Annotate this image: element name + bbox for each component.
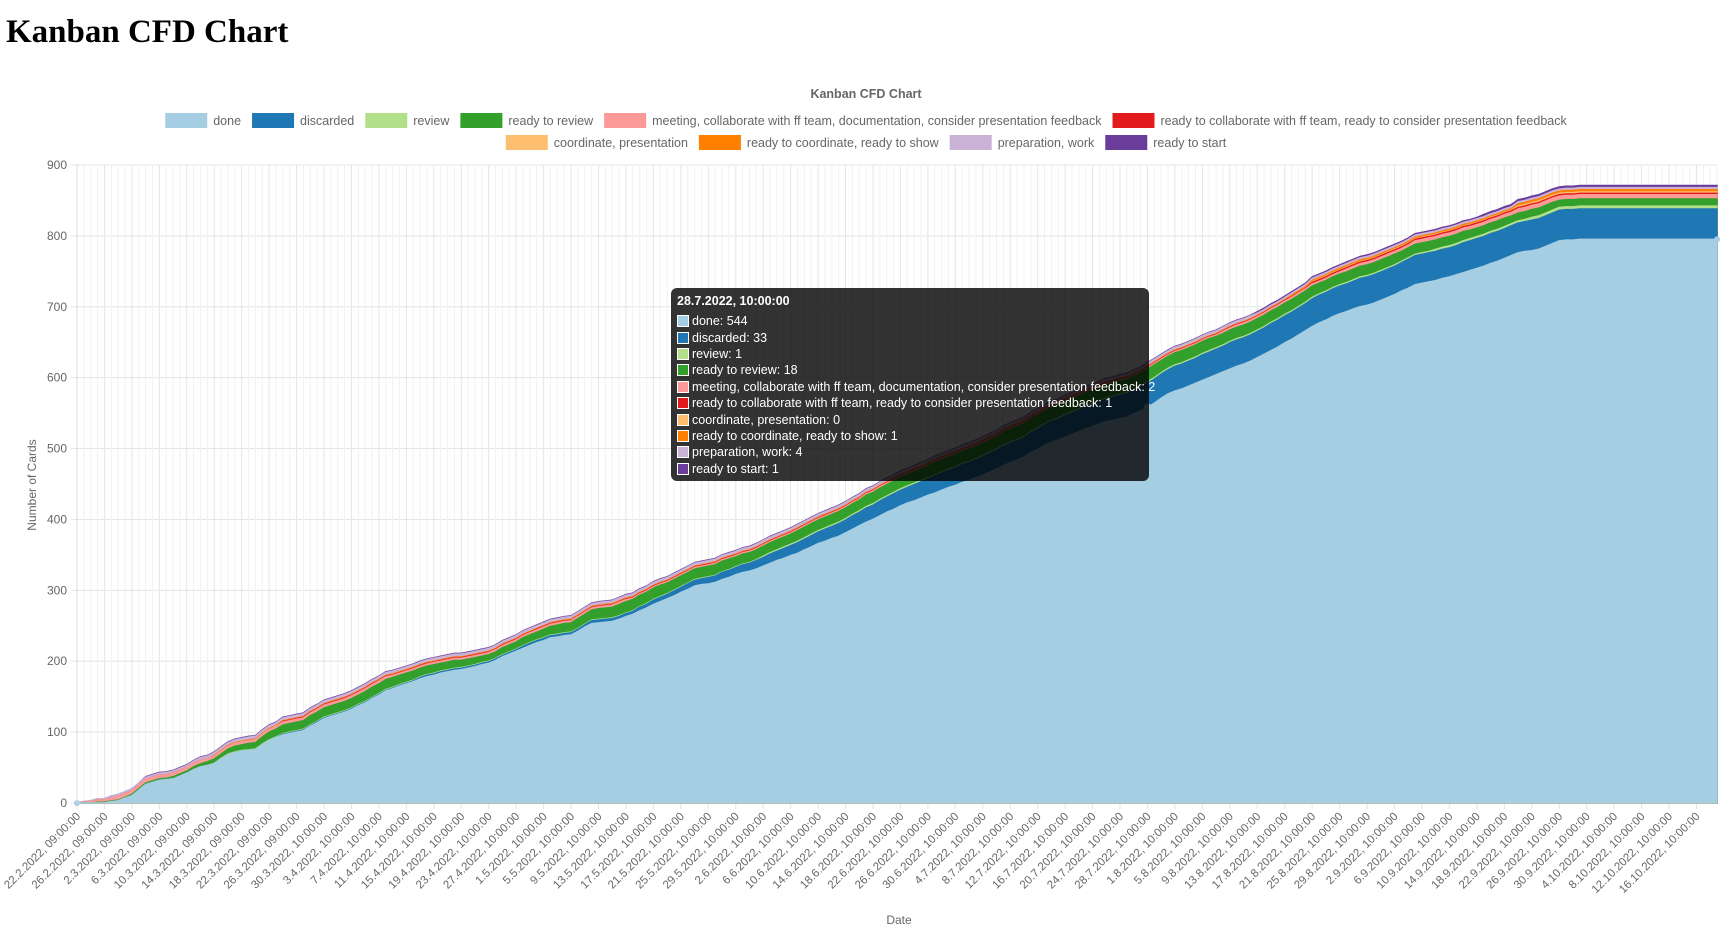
tooltip-swatch	[677, 315, 689, 328]
legend-label: ready to collaborate with ff team, ready…	[1160, 114, 1567, 128]
y-tick-label: 500	[47, 442, 67, 456]
x-axis-title: Date	[886, 913, 912, 927]
y-tick-label: 900	[47, 158, 67, 172]
tooltip-row-text: ready to review: 18	[692, 363, 798, 378]
legend-label: coordinate, presentation	[554, 136, 688, 150]
legend-label: ready to review	[508, 114, 594, 128]
tooltip-row-text: done: 544	[692, 314, 748, 329]
y-tick-label: 400	[47, 512, 67, 526]
tooltip-row: ready to start: 1	[677, 461, 1143, 477]
y-tick-label: 700	[47, 300, 67, 314]
tooltip-row: review: 1	[677, 346, 1143, 362]
y-tick-label: 100	[47, 725, 67, 739]
tooltip-row: ready to coordinate, ready to show: 1	[677, 428, 1143, 444]
legend-item-ready-to-review[interactable]: ready to review	[460, 113, 594, 128]
legend-item-ready-to-start[interactable]: ready to start	[1105, 135, 1227, 150]
area-done	[77, 238, 1718, 804]
y-axis-title: Number of Cards	[25, 439, 39, 530]
tooltip-row-text: preparation, work: 4	[692, 445, 803, 460]
tooltip-swatch	[677, 331, 689, 344]
tooltip-row-text: review: 1	[692, 346, 743, 361]
legend-swatch	[365, 113, 408, 128]
legend-label: done	[213, 114, 241, 128]
tooltip-row: done: 544	[677, 313, 1143, 329]
tooltip-row-text: ready to coordinate, ready to show: 1	[692, 428, 898, 443]
legend-swatch	[460, 113, 503, 128]
tooltip-row: ready to collaborate with ff team, ready…	[677, 395, 1143, 411]
legend-item-preparation-work[interactable]: preparation, work	[949, 135, 1095, 150]
tooltip-swatch	[677, 462, 689, 475]
tooltip-row: discarded: 33	[677, 329, 1143, 345]
tooltip-row-text: meeting, collaborate with ff team, docum…	[692, 379, 1156, 394]
legend-item-meeting-collaborate-with-ff-team-documentation-consider-presentation-feedback[interactable]: meeting, collaborate with ff team, docum…	[604, 113, 1102, 128]
chart-tooltip: 28.7.2022, 10:00:00 done: 544 discarded: …	[671, 288, 1155, 481]
legend-swatch	[949, 135, 992, 150]
legend-label: discarded	[300, 114, 354, 128]
done-end-point	[1714, 236, 1720, 243]
stacked-areas	[74, 184, 1720, 806]
tooltip-swatch	[677, 347, 689, 360]
tooltip-row-text: ready to collaborate with ff team, ready…	[692, 396, 1113, 411]
y-tick-label: 600	[47, 371, 67, 385]
tooltip-row: preparation, work: 4	[677, 444, 1143, 460]
tooltip-swatch	[677, 413, 689, 426]
legend-item-discarded[interactable]: discarded	[252, 113, 354, 128]
legend: done discarded review ready to review meetin…	[165, 113, 1567, 150]
legend-swatch	[252, 113, 295, 128]
tooltip-row-text: discarded: 33	[692, 330, 768, 345]
tooltip-row-text: ready to start: 1	[692, 461, 779, 476]
legend-label: review	[413, 114, 450, 128]
page-title: Kanban CFD Chart	[6, 14, 289, 50]
tooltip-title: 28.7.2022, 10:00:00	[677, 294, 790, 308]
legend-item-ready-to-coordinate-ready-to-show[interactable]: ready to coordinate, ready to show	[698, 135, 940, 150]
legend-swatch	[505, 135, 548, 150]
legend-item-review[interactable]: review	[365, 113, 450, 128]
tooltip-swatch	[677, 364, 689, 377]
y-tick-label: 200	[47, 654, 67, 668]
y-tick-label: 800	[47, 229, 67, 243]
tooltip-row: coordinate, presentation: 0	[677, 411, 1143, 427]
legend-swatch	[165, 113, 208, 128]
legend-item-done[interactable]: done	[165, 113, 241, 128]
tooltip-swatch	[677, 446, 689, 459]
legend-swatch	[1112, 113, 1155, 128]
legend-item-ready-to-collaborate-with-ff-team-ready-to-consider-presentation-feedback[interactable]: ready to collaborate with ff team, ready…	[1112, 113, 1567, 128]
tooltip-row-text: coordinate, presentation: 0	[692, 412, 841, 427]
tooltip-row: meeting, collaborate with ff team, docum…	[677, 379, 1155, 395]
legend-label: ready to start	[1153, 136, 1226, 150]
legend-swatch	[698, 135, 741, 150]
y-tick-label: 300	[47, 583, 67, 597]
legend-label: meeting, collaborate with ff team, docum…	[652, 114, 1102, 128]
legend-label: preparation, work	[998, 136, 1095, 150]
legend-item-coordinate-presentation[interactable]: coordinate, presentation	[505, 135, 688, 150]
chart-title: Kanban CFD Chart	[810, 87, 922, 101]
y-tick-label: 0	[60, 796, 67, 810]
legend-swatch	[604, 113, 647, 128]
tooltip-swatch	[677, 397, 689, 410]
legend-label: ready to coordinate, ready to show	[747, 136, 940, 150]
tooltip-row: ready to review: 18	[677, 362, 1143, 378]
tooltip-swatch	[677, 380, 689, 393]
tooltip-swatch	[677, 429, 689, 442]
legend-swatch	[1105, 135, 1148, 150]
